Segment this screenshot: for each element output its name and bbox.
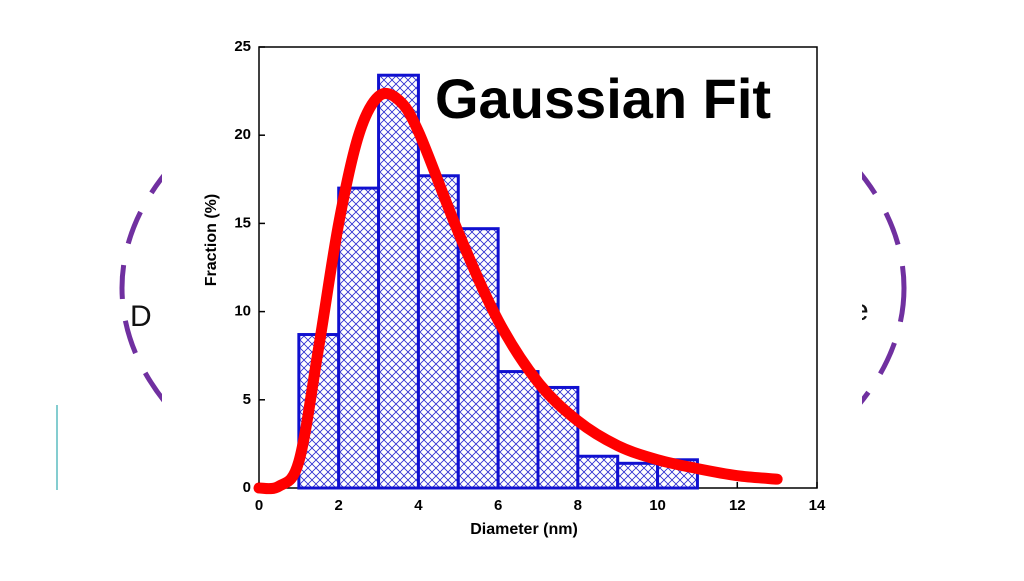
y-axis-label: Fraction (%) [203, 194, 220, 286]
bar [576, 454, 620, 490]
y-tick-label: 0 [243, 479, 251, 496]
x-axis-label: Diameter (nm) [470, 521, 578, 538]
y-tick-label: 10 [234, 303, 251, 320]
x-tick-label: 8 [574, 497, 582, 514]
bar [616, 461, 660, 490]
y-tick-label: 20 [234, 126, 251, 143]
x-tick-label: 6 [494, 497, 502, 514]
bar [377, 73, 420, 490]
bar [456, 227, 500, 490]
y-tick-label: 5 [243, 391, 251, 408]
x-tick-label: 10 [649, 497, 666, 514]
y-tick-label: 25 [234, 38, 251, 55]
annotation: Gaussian Fit [435, 67, 771, 130]
x-tick-label: 4 [414, 497, 423, 514]
plot: 0 2 4 6 8 10 12 14 0 5 10 15 20 25 [234, 38, 826, 514]
bar [337, 186, 381, 490]
y-tick-label: 15 [234, 214, 251, 231]
x-tick-label: 0 [255, 497, 263, 514]
fit-curve [253, 87, 783, 495]
x-tick-label: 12 [729, 497, 746, 514]
x-tick-label: 14 [809, 497, 826, 514]
x-tick-label: 2 [335, 497, 343, 514]
bar [496, 370, 540, 490]
slide-text: D [130, 300, 152, 333]
